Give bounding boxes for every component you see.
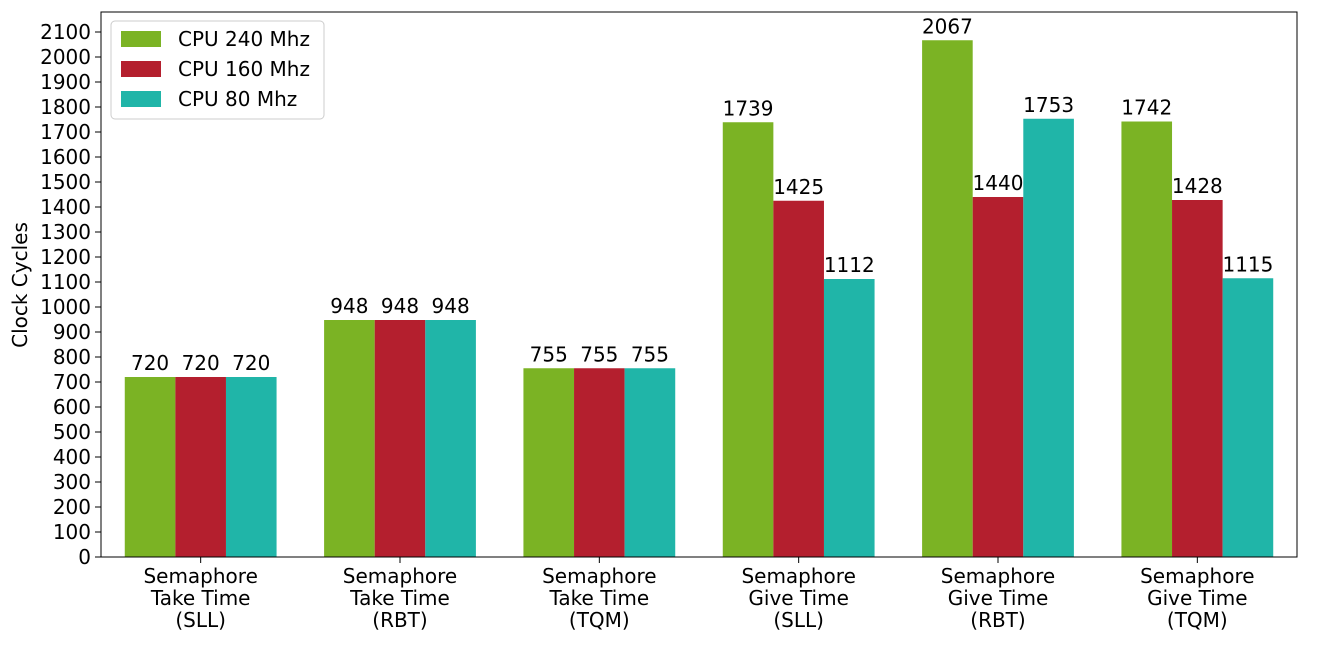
y-tick-label: 2000 (40, 45, 91, 69)
y-tick-label: 300 (53, 470, 91, 494)
x-category-label: Semaphore (741, 564, 855, 588)
x-category-label: (TQM) (1167, 608, 1228, 632)
x-category-label: Semaphore (941, 564, 1055, 588)
y-axis-title: Clock Cycles (8, 222, 32, 348)
bar-value-label: 1753 (1023, 93, 1074, 117)
legend-swatch (121, 31, 161, 47)
bar (972, 197, 1024, 557)
x-category-label: Take Time (349, 586, 450, 610)
bar (773, 200, 824, 557)
bar-value-label: 1112 (824, 253, 875, 277)
bar (624, 368, 676, 557)
y-tick-label: 1100 (40, 270, 91, 294)
y-tick-label: 400 (53, 445, 91, 469)
plot-frame (100, 11, 1298, 558)
bar (523, 368, 575, 557)
y-tick-label: 2100 (40, 20, 91, 44)
x-category-label: (SLL) (773, 608, 824, 632)
y-tick-label: 1000 (40, 295, 91, 319)
bar (722, 122, 774, 557)
x-category-label: Semaphore (343, 564, 457, 588)
x-category-label: Semaphore (143, 564, 257, 588)
y-tick-label: 600 (53, 395, 91, 419)
legend-entry: CPU 160 Mhz (178, 57, 310, 81)
y-tick-label: 0 (78, 545, 91, 569)
y-tick-label: 900 (53, 320, 91, 344)
legend-swatch (121, 91, 161, 107)
x-category-label: (RBT) (372, 608, 427, 632)
y-tick-label: 1600 (40, 145, 91, 169)
y-tick-label: 100 (53, 520, 91, 544)
legend-entry: CPU 240 Mhz (178, 27, 310, 51)
bar (374, 320, 426, 557)
bar-value-label: 720 (232, 351, 270, 375)
bar (1222, 278, 1274, 557)
x-category-label: Give Time (948, 586, 1049, 610)
y-tick-label: 1500 (40, 170, 91, 194)
bar-value-label: 1428 (1172, 174, 1223, 198)
bar-value-label: 720 (182, 351, 220, 375)
y-axis-ticks: 0100200300400500600700800900100011001200… (40, 20, 101, 569)
legend-swatch (121, 61, 161, 77)
y-tick-label: 1400 (40, 195, 91, 219)
bar (1172, 200, 1223, 557)
bar (425, 320, 476, 557)
y-tick-label: 1300 (40, 220, 91, 244)
x-category-label: Give Time (1147, 586, 1248, 610)
x-category-label: Semaphore (1140, 564, 1254, 588)
x-category-label: (SLL) (175, 608, 226, 632)
bar (823, 279, 875, 557)
y-tick-label: 1800 (40, 95, 91, 119)
bar (324, 320, 375, 557)
bar-value-label: 1739 (723, 96, 774, 120)
bar-value-label: 2067 (922, 14, 973, 38)
bar-value-label: 720 (131, 351, 169, 375)
x-category-label: Take Time (549, 586, 650, 610)
y-tick-label: 700 (53, 370, 91, 394)
x-category-label: (RBT) (970, 608, 1025, 632)
legend: CPU 240 Mhz CPU 160 Mhz CPU 80 Mhz (110, 20, 325, 120)
bar-value-label: 1425 (773, 175, 824, 199)
y-tick-label: 1200 (40, 245, 91, 269)
bar-value-label: 948 (330, 294, 368, 318)
x-category-label: Give Time (748, 586, 849, 610)
bar-value-label: 948 (432, 294, 470, 318)
bar (225, 377, 277, 557)
bar-value-label: 755 (580, 342, 618, 366)
bar (574, 368, 625, 557)
legend-box (110, 20, 325, 120)
y-tick-label: 1900 (40, 70, 91, 94)
bar (1023, 118, 1074, 557)
bar-value-label: 948 (381, 294, 419, 318)
x-category-label: Take Time (150, 586, 251, 610)
bar-value-label: 1742 (1121, 96, 1172, 120)
x-category-label: Semaphore (542, 564, 656, 588)
legend-entry: CPU 80 Mhz (178, 87, 297, 111)
bar (175, 377, 226, 557)
y-tick-label: 500 (53, 420, 91, 444)
bar (124, 377, 176, 557)
bars (124, 40, 1274, 557)
bar-value-label: 755 (631, 342, 669, 366)
x-category-label: (TQM) (569, 608, 630, 632)
y-tick-label: 200 (53, 495, 91, 519)
y-tick-label: 800 (53, 345, 91, 369)
bar (1121, 121, 1173, 557)
y-tick-label: 1700 (40, 120, 91, 144)
bar (922, 40, 973, 557)
bar-value-label: 755 (530, 342, 568, 366)
data-labels: 720 720 720 948 948 948 755 755 755 1739 1425 1112 2… (131, 14, 1273, 375)
bar-value-label: 1115 (1222, 252, 1273, 276)
bar-value-label: 1440 (973, 171, 1024, 195)
